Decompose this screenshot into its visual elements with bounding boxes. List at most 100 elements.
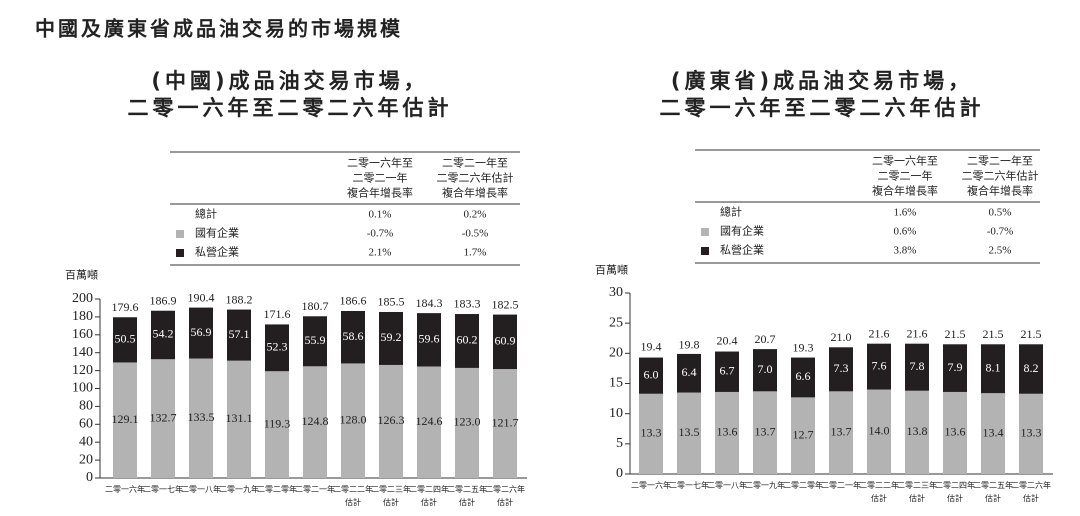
chart-title: 二零一六年至二零二六年估計 xyxy=(128,96,453,120)
bar-segment xyxy=(791,357,815,398)
x-tick-label: 二零一八年 xyxy=(181,484,221,494)
table-cell: 3.8% xyxy=(894,245,917,257)
table-cell: 0.5% xyxy=(989,207,1012,219)
x-tick-label: 二零二一年 xyxy=(821,480,861,490)
x-tick-label: 估計 xyxy=(345,497,361,507)
value-label: 129.1 xyxy=(112,412,139,426)
table-header: 複合年增長率 xyxy=(347,186,413,200)
legend-label: 私營企業 xyxy=(720,243,764,257)
table-header: 二零二一年至 xyxy=(967,154,1033,168)
value-label: 119.3 xyxy=(264,416,291,430)
value-label: 7.8 xyxy=(910,359,925,373)
total-label: 183.3 xyxy=(454,297,481,311)
value-label: 6.7 xyxy=(720,363,735,377)
x-tick-label: 二零一六年 xyxy=(631,480,671,490)
total-label: 185.5 xyxy=(378,295,405,309)
table-cell: 1.7% xyxy=(464,247,487,259)
bar-segment xyxy=(189,307,213,359)
x-tick-label: 估計 xyxy=(421,497,437,507)
legend-label: 私營企業 xyxy=(195,245,239,259)
y-tick-label: 0 xyxy=(616,466,623,481)
x-tick-label: 二零一七年 xyxy=(143,484,183,494)
total-label: 171.6 xyxy=(264,307,291,321)
bar-segment xyxy=(715,391,739,474)
table-header: 二零二一年 xyxy=(878,169,933,183)
total-label: 21.0 xyxy=(831,330,852,344)
value-label: 7.0 xyxy=(758,362,773,376)
x-tick-label: 二零二三年 xyxy=(897,480,937,490)
table-cell: -0.7% xyxy=(987,226,1014,238)
value-label: 56.9 xyxy=(191,325,212,339)
table-header: 複合年增長率 xyxy=(442,186,508,200)
table-cell: 2.1% xyxy=(369,247,392,259)
total-label: 20.4 xyxy=(717,334,738,348)
bar-segment xyxy=(943,391,967,474)
bar-segment xyxy=(455,314,479,368)
value-label: 124.8 xyxy=(302,414,329,428)
value-label: 57.1 xyxy=(229,327,250,341)
page-title: 中國及廣東省成品油交易的市場規模 xyxy=(35,17,403,41)
bar-segment xyxy=(227,309,251,361)
value-label: 128.0 xyxy=(340,412,367,426)
x-tick-label: 估計 xyxy=(497,497,513,507)
x-tick-label: 二零二六年 xyxy=(485,484,525,494)
bar-segment xyxy=(829,391,853,474)
chart-title: (中國)成品油交易市場， xyxy=(151,69,428,93)
table-cell: 1.6% xyxy=(894,207,917,219)
x-tick-label: 估計 xyxy=(459,497,475,507)
x-tick-label: 估計 xyxy=(985,493,1001,503)
chart-title: (廣東省)成品油交易市場， xyxy=(671,69,973,93)
x-tick-label: 估計 xyxy=(947,493,963,503)
total-label: 19.4 xyxy=(641,340,662,354)
value-label: 13.3 xyxy=(641,426,662,440)
legend-label: 國有企業 xyxy=(195,226,239,240)
table-cell: 0.6% xyxy=(894,226,917,238)
x-tick-label: 估計 xyxy=(1023,493,1039,503)
value-label: 13.3 xyxy=(1021,426,1042,440)
row-label: 總計 xyxy=(195,207,217,221)
bar-segment xyxy=(341,363,365,478)
x-tick-label: 二零二二年 xyxy=(859,480,899,490)
bar-segment xyxy=(417,366,441,478)
bar-segment xyxy=(379,364,403,478)
y-tick-label: 40 xyxy=(79,434,93,449)
total-label: 21.6 xyxy=(907,326,928,340)
x-tick-label: 二零二六年 xyxy=(1011,480,1051,490)
bar-segment xyxy=(379,311,403,365)
value-label: 14.0 xyxy=(869,424,890,438)
y-tick-label: 180 xyxy=(72,309,93,324)
x-tick-label: 二零一六年 xyxy=(105,484,145,494)
legend-swatch xyxy=(701,228,709,236)
value-label: 7.9 xyxy=(948,360,963,374)
bar-segment xyxy=(905,390,929,474)
row-label: 總計 xyxy=(720,205,742,219)
legend-swatch xyxy=(701,247,709,255)
x-tick-label: 估計 xyxy=(909,493,925,503)
value-label: 59.6 xyxy=(419,332,440,346)
bar-segment xyxy=(189,358,213,478)
total-label: 21.5 xyxy=(945,327,966,341)
value-label: 6.4 xyxy=(682,365,697,379)
value-label: 126.3 xyxy=(378,413,405,427)
table-header: 複合年增長率 xyxy=(872,184,938,198)
value-label: 6.6 xyxy=(796,369,811,383)
x-tick-label: 估計 xyxy=(871,493,887,503)
value-label: 13.8 xyxy=(907,424,928,438)
value-label: 8.2 xyxy=(1024,361,1039,375)
value-label: 59.2 xyxy=(381,330,402,344)
bar-segment xyxy=(791,397,815,474)
bar-segment xyxy=(227,360,251,478)
y-tick-label: 15 xyxy=(609,376,623,391)
bar-segment xyxy=(113,317,137,363)
total-label: 188.2 xyxy=(226,292,253,306)
bar-segment xyxy=(1019,393,1043,474)
x-tick-label: 二零一七年 xyxy=(669,480,709,490)
bar-segment xyxy=(151,310,175,360)
table-cell: -0.7% xyxy=(367,228,394,240)
y-axis-label: 百萬噸 xyxy=(595,263,628,277)
value-label: 55.9 xyxy=(305,333,326,347)
table-header: 二零一六年至 xyxy=(347,156,413,170)
value-label: 58.6 xyxy=(343,329,364,343)
x-tick-label: 二零二零年 xyxy=(257,484,297,494)
y-tick-label: 80 xyxy=(79,399,93,414)
